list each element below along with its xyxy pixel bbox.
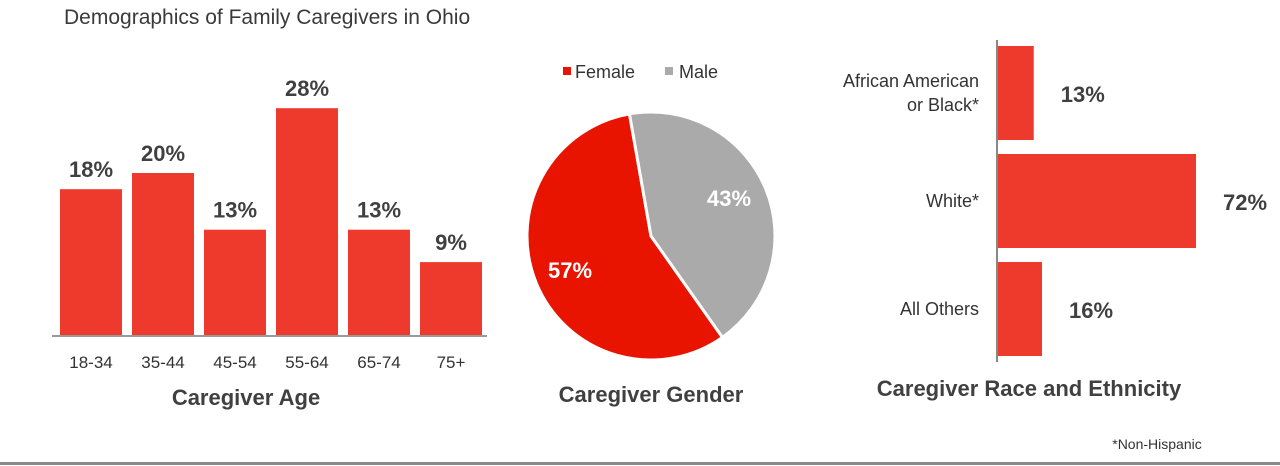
age-value-label: 13% (357, 198, 401, 223)
age-value-label: 9% (435, 230, 467, 255)
race-category-label: All Others (900, 299, 979, 319)
age-value-label: 13% (213, 198, 257, 223)
race-value-label: 16% (1069, 298, 1113, 323)
pie-slice-male (627, 110, 777, 340)
age-chart-title: Caregiver Age (172, 385, 320, 410)
age-tick-label: 75+ (437, 353, 466, 372)
age-bar-45-54 (204, 229, 266, 335)
page-title: Demographics of Family Caregivers in Ohi… (64, 6, 471, 29)
race-value-label: 72% (1223, 190, 1267, 215)
bottom-divider (0, 462, 1280, 465)
age-bar-35-44 (132, 173, 194, 335)
race-chart-title: Caregiver Race and Ethnicity (877, 376, 1182, 401)
race-category-label: or Black* (907, 95, 979, 115)
race-bar (998, 154, 1196, 248)
race-bar (998, 46, 1034, 140)
pie-slice-female (525, 112, 725, 362)
race-category-label: White* (926, 191, 979, 211)
race-bar (998, 262, 1042, 356)
race-value-label: 13% (1061, 82, 1105, 107)
gender-chart-title: Caregiver Gender (559, 382, 744, 407)
age-bar-65-74 (348, 229, 410, 335)
pie-label-female: 57% (548, 258, 592, 283)
footnote: *Non-Hispanic (1112, 436, 1201, 452)
age-tick-label: 65-74 (357, 353, 400, 372)
age-bar-75+ (420, 262, 482, 335)
legend-swatch-female (563, 67, 571, 75)
age-value-label: 28% (285, 76, 329, 101)
age-bar-55-64 (276, 108, 338, 335)
age-tick-label: 55-64 (285, 353, 328, 372)
pie-label-male: 43% (707, 186, 751, 211)
age-bar-18-34 (60, 189, 122, 335)
age-value-label: 20% (141, 141, 185, 166)
race-category-label: African American (843, 71, 979, 91)
legend-swatch-male (665, 67, 673, 75)
age-value-label: 18% (69, 157, 113, 182)
age-tick-label: 35-44 (141, 353, 184, 372)
age-tick-label: 18-34 (69, 353, 112, 372)
legend-label-female: Female (575, 62, 635, 82)
age-tick-label: 45-54 (213, 353, 256, 372)
legend-label-male: Male (679, 62, 718, 82)
